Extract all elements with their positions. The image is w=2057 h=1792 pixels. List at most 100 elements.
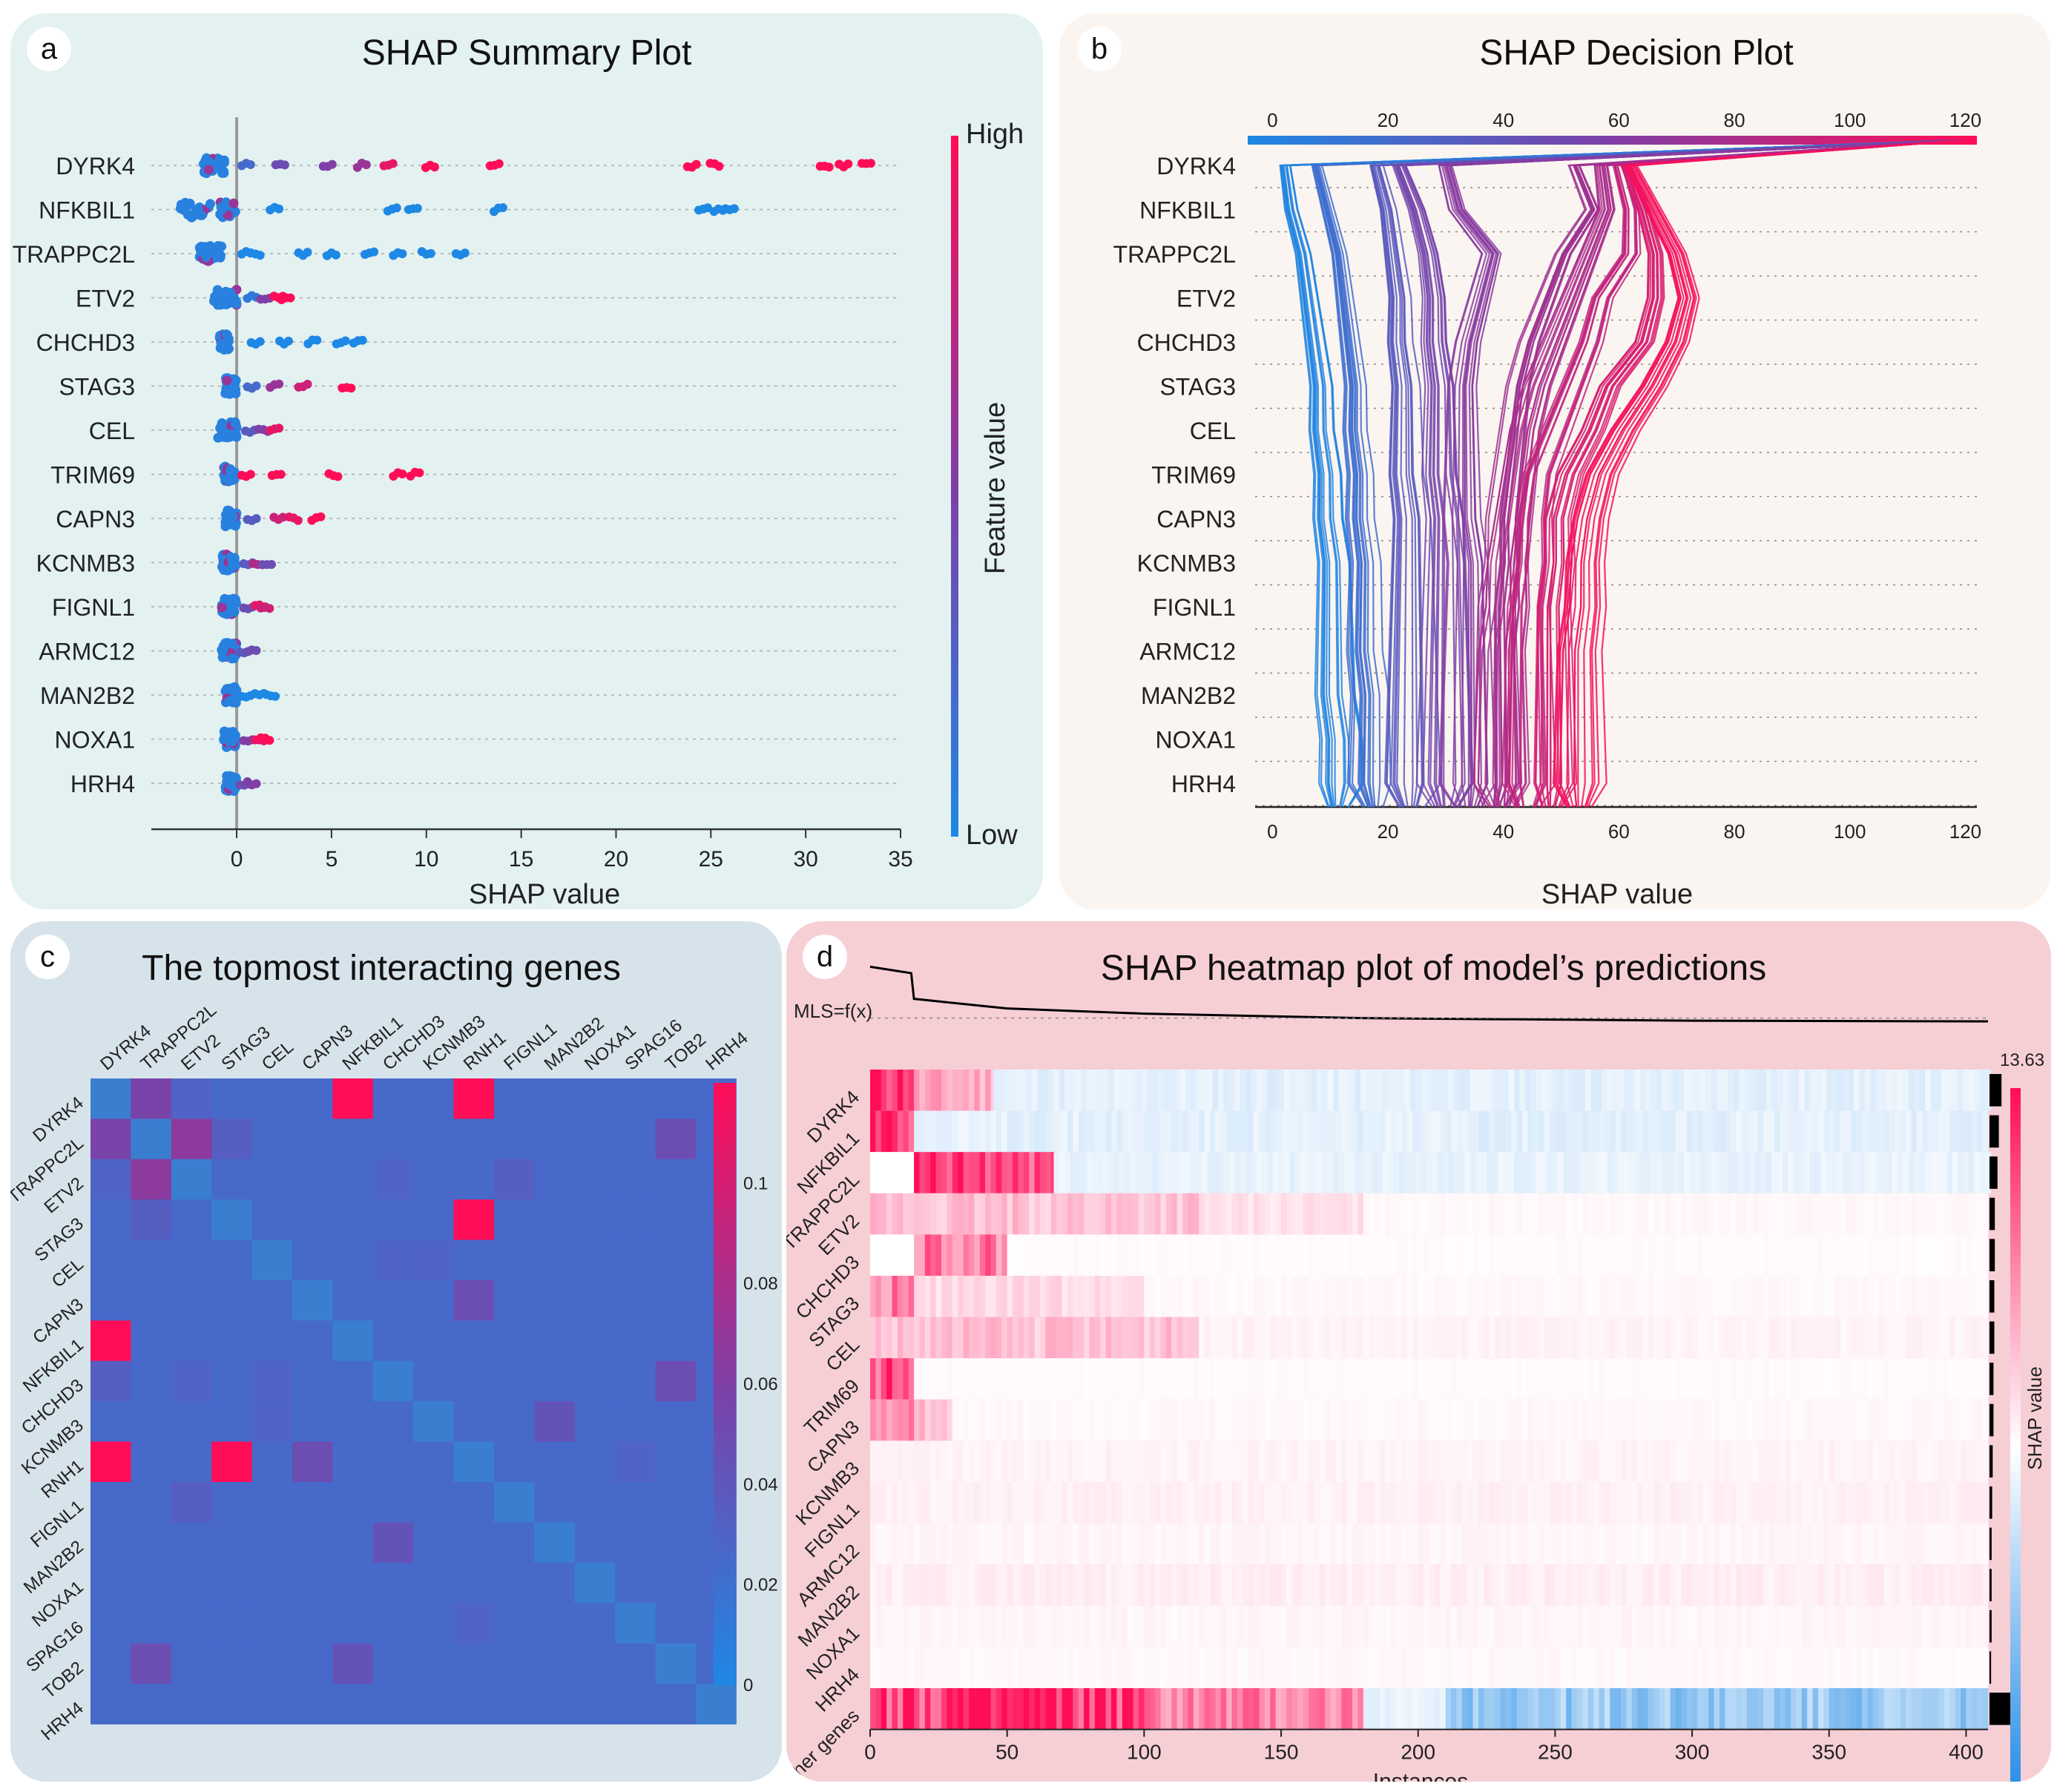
decision-path [1554, 139, 1966, 808]
heatmap-stripe [1757, 1110, 1764, 1153]
heatmap-stripe [1281, 1193, 1287, 1235]
heatmap-stripe [892, 1234, 898, 1276]
heatmap-stripe [1495, 1276, 1501, 1317]
heatmap-stripe [1626, 1523, 1633, 1565]
heatmap-stripe [897, 1234, 904, 1276]
heatmap-stripe [1544, 1234, 1550, 1276]
heatmap-stripe [1380, 1110, 1386, 1153]
heatmap-stripe [1582, 1564, 1589, 1606]
heatmap-stripe [995, 1317, 1002, 1359]
heatmap-stripe [1456, 1605, 1463, 1647]
decision-path [1495, 139, 1966, 808]
heatmap-stripe [1571, 1358, 1578, 1400]
heatmap-stripe [1133, 1234, 1139, 1276]
heatmap-stripe [968, 1399, 975, 1441]
heatmap-stripe [1692, 1317, 1698, 1359]
heatmap-stripe [941, 1482, 947, 1523]
dot [213, 293, 223, 303]
heatmap-stripe [1390, 1399, 1397, 1441]
heatmap-cell [413, 1159, 455, 1200]
feature-label: KCNMB3 [1137, 550, 1236, 577]
heatmap-stripe [1122, 1276, 1128, 1317]
heatmap-stripe [1550, 1440, 1556, 1482]
importance-bar [1989, 1197, 1995, 1231]
heatmap-stripe [1938, 1482, 1945, 1523]
heatmap-cell [251, 1684, 293, 1725]
heatmap-stripe [1243, 1317, 1249, 1359]
heatmap-stripe [924, 1070, 931, 1111]
heatmap-stripe [1495, 1605, 1501, 1647]
heatmap-stripe [1914, 1070, 1921, 1111]
heatmap-stripe [1823, 1317, 1830, 1359]
heatmap-stripe [1763, 1276, 1770, 1317]
heatmap-stripe [1056, 1110, 1063, 1153]
heatmap-stripe [990, 1276, 997, 1317]
heatmap-stripe [881, 1647, 887, 1688]
heatmap-stripe [1070, 1152, 1076, 1193]
heatmap-stripe [1533, 1440, 1539, 1482]
heatmap-stripe [1631, 1440, 1638, 1482]
heatmap-stripe [1944, 1647, 1950, 1688]
heatmap-stripe [1621, 1523, 1627, 1565]
heatmap-stripe [1752, 1110, 1759, 1153]
heatmap-stripe [1610, 1234, 1616, 1276]
heatmap-stripe [1812, 1358, 1819, 1400]
heatmap-stripe [1642, 1276, 1649, 1317]
heatmap-stripe [1961, 1605, 1967, 1647]
heatmap-stripe [1374, 1234, 1380, 1276]
heatmap-stripe [1823, 1440, 1830, 1482]
heatmap-stripe [1878, 1482, 1885, 1523]
dot [226, 607, 237, 617]
heatmap-stripe [1281, 1688, 1287, 1730]
heatmap-stripe [1484, 1234, 1490, 1276]
heatmap-stripe [1297, 1564, 1304, 1606]
heatmap-cell [131, 1320, 172, 1362]
heatmap-stripe [1851, 1317, 1857, 1359]
heatmap-stripe [1013, 1234, 1018, 1276]
heatmap-stripe [1631, 1564, 1638, 1606]
x-tick-label-bottom: 120 [1949, 820, 1981, 843]
decision-path [1590, 139, 1966, 808]
heatmap-stripe [1429, 1523, 1435, 1565]
heatmap-cell [615, 1320, 656, 1362]
heatmap-stripe [1275, 1110, 1282, 1153]
heatmap-stripe [1922, 1317, 1929, 1359]
heatmap-stripe [1717, 1070, 1723, 1111]
dot [866, 159, 875, 168]
heatmap-stripe [1530, 1070, 1537, 1111]
dot [316, 512, 326, 521]
heatmap-stripe [1199, 1688, 1205, 1730]
heatmap-stripe [1346, 1688, 1353, 1730]
heatmap-stripe [1352, 1276, 1358, 1317]
heatmap-stripe [1702, 1399, 1709, 1441]
heatmap-stripe [1215, 1276, 1222, 1317]
heatmap-stripe [941, 1317, 947, 1359]
heatmap-stripe [1045, 1358, 1052, 1400]
dot [265, 736, 274, 745]
heatmap-stripe [1505, 1482, 1512, 1523]
heatmap-stripe [1056, 1440, 1063, 1482]
heatmap-stripe [979, 1399, 986, 1441]
heatmap-stripe [1610, 1482, 1616, 1523]
heatmap-stripe [990, 1110, 997, 1153]
heatmap-stripe [1746, 1482, 1753, 1523]
heatmap-stripe [1144, 1605, 1151, 1647]
heatmap-stripe [1001, 1564, 1008, 1606]
heatmap-stripe [1231, 1193, 1238, 1235]
heatmap-stripe [1505, 1276, 1512, 1317]
heatmap-stripe [1935, 1070, 1942, 1111]
heatmap-stripe [1500, 1276, 1507, 1317]
heatmap-stripe [1911, 1110, 1918, 1153]
heatmap-stripe [870, 1193, 876, 1235]
heatmap-stripe [1001, 1688, 1008, 1730]
heatmap-stripe [1369, 1482, 1375, 1523]
heatmap-stripe [1730, 1317, 1737, 1359]
heatmap-stripe [1138, 1276, 1145, 1317]
heatmap-stripe [903, 1193, 909, 1235]
heatmap-stripe [1472, 1358, 1479, 1400]
heatmap-stripe [1193, 1482, 1199, 1523]
heatmap-cell [251, 1360, 293, 1402]
dot [228, 512, 238, 522]
heatmap-stripe [1665, 1399, 1671, 1441]
heatmap-stripe [1023, 1317, 1030, 1359]
